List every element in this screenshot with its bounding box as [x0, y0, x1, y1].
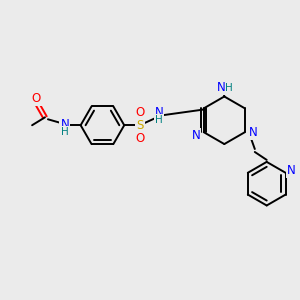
Text: N: N — [154, 106, 163, 119]
Text: O: O — [136, 106, 145, 119]
Text: N: N — [248, 126, 257, 139]
Text: O: O — [32, 92, 41, 105]
Text: O: O — [136, 132, 145, 145]
Text: N: N — [217, 81, 226, 94]
Text: H: H — [61, 127, 69, 137]
Text: H: H — [225, 82, 233, 93]
Text: H: H — [155, 115, 163, 125]
Text: N: N — [60, 118, 69, 131]
Text: N: N — [191, 129, 200, 142]
Text: N: N — [287, 164, 296, 177]
Text: S: S — [136, 119, 144, 132]
